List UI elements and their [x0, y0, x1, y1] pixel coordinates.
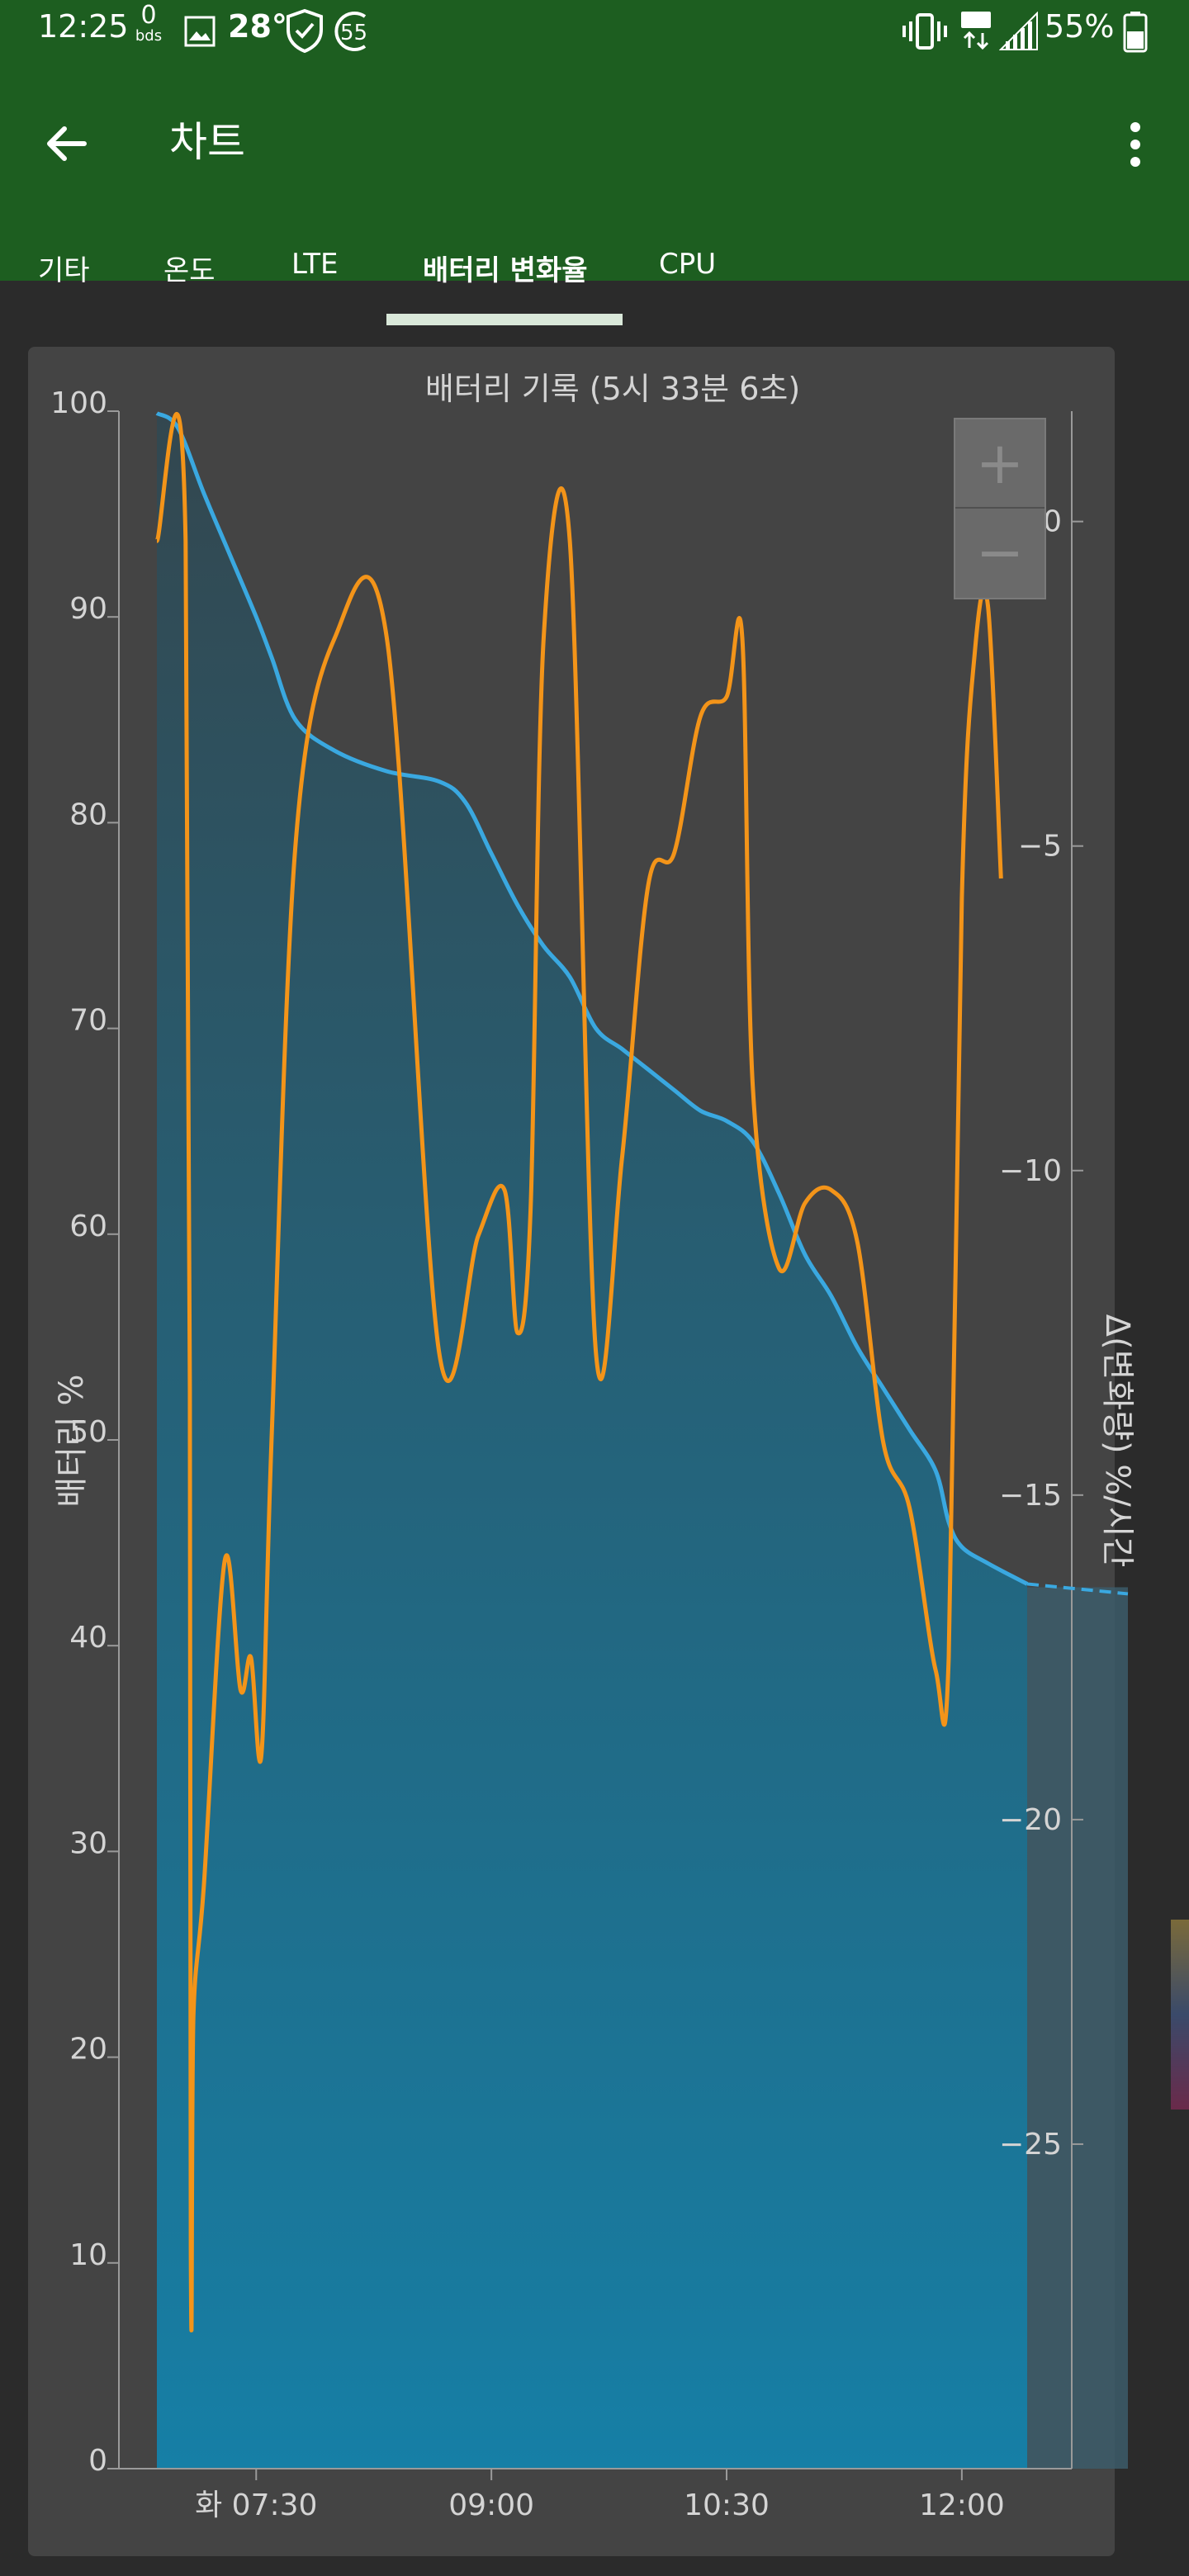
- battery-line: [155, 411, 1029, 1586]
- left-tick-label: 80: [69, 798, 107, 831]
- projection-area: [1027, 1587, 1128, 2469]
- right-tick-label: −25: [999, 2128, 1062, 2162]
- left-tick-label: 70: [69, 1004, 107, 1038]
- battery-percent: 55%: [1045, 8, 1115, 45]
- bds-label: bds: [135, 27, 163, 45]
- vibrate-icon: [902, 13, 947, 50]
- left-tick-label: 90: [69, 592, 107, 626]
- left-tick-label: 10: [69, 2238, 107, 2272]
- tab-bar: 기타 온도 LTE 배터리 변화율 CPU: [0, 231, 1189, 326]
- left-tick-label: 40: [69, 1621, 107, 1655]
- status-time: 12:25: [38, 8, 129, 45]
- lte-icon: [961, 12, 991, 50]
- left-tick-label: 0: [88, 2444, 107, 2478]
- bds-indicator: 0 bds: [132, 3, 165, 45]
- right-tick-label: −10: [999, 1154, 1062, 1188]
- status-bar: 12:25 0 bds 28° 55 55%: [0, 0, 1189, 66]
- left-axis-label: 배터리 %: [53, 1374, 91, 1507]
- left-tick-label: 60: [69, 1210, 107, 1243]
- signal-icon: [999, 12, 1038, 50]
- chart-title: 배터리 기록 (5시 33분 6초): [425, 371, 800, 407]
- x-tick-label: 12:00: [919, 2488, 1005, 2522]
- battery-icon: [1123, 12, 1148, 53]
- app-bar: 차트: [0, 66, 1189, 281]
- page-title: 차트: [169, 118, 245, 166]
- right-tick-label: −5: [1018, 830, 1062, 864]
- ring-indicator-icon: 55: [334, 12, 367, 51]
- edge-swatch: [1171, 1920, 1189, 2110]
- x-tick-label: 09:00: [448, 2488, 534, 2522]
- tab-battery-rate[interactable]: 배터리 변화율: [423, 254, 588, 287]
- tab-etc[interactable]: 기타: [38, 254, 90, 287]
- tab-lte[interactable]: LTE: [291, 248, 339, 281]
- right-tick-label: −15: [999, 1479, 1062, 1513]
- rate-line: [154, 411, 1003, 2332]
- more-vert-icon[interactable]: [1123, 116, 1148, 173]
- right-tick-label: 0: [1043, 505, 1062, 539]
- right-tick-label: −20: [999, 1803, 1062, 1837]
- status-temperature: 28°: [228, 8, 287, 45]
- left-tick-label: 20: [69, 2033, 107, 2067]
- zoom-in-button[interactable]: +: [955, 419, 1045, 509]
- arrow-left-icon[interactable]: [41, 119, 91, 168]
- shield-check-icon: [287, 8, 323, 53]
- battery-area-fill: [157, 413, 1027, 2469]
- right-axis-label: Δ(변화량) %/시간: [1098, 1314, 1136, 1568]
- tab-temperature[interactable]: 온도: [163, 254, 216, 287]
- left-tick-label: 50: [69, 1415, 107, 1449]
- ring-value: 55: [340, 21, 367, 45]
- active-tab-indicator: [386, 314, 623, 325]
- x-tick-label: 화 07:30: [195, 2488, 317, 2522]
- zoom-out-button[interactable]: −: [975, 519, 1025, 586]
- gallery-icon: [184, 16, 216, 47]
- bds-count: 0: [140, 1, 157, 30]
- left-tick-label: 100: [50, 386, 107, 420]
- x-tick-label: 10:30: [684, 2488, 770, 2522]
- tab-cpu[interactable]: CPU: [659, 248, 717, 281]
- zoom-controls: + −: [954, 418, 1046, 599]
- left-tick-label: 30: [69, 1826, 107, 1860]
